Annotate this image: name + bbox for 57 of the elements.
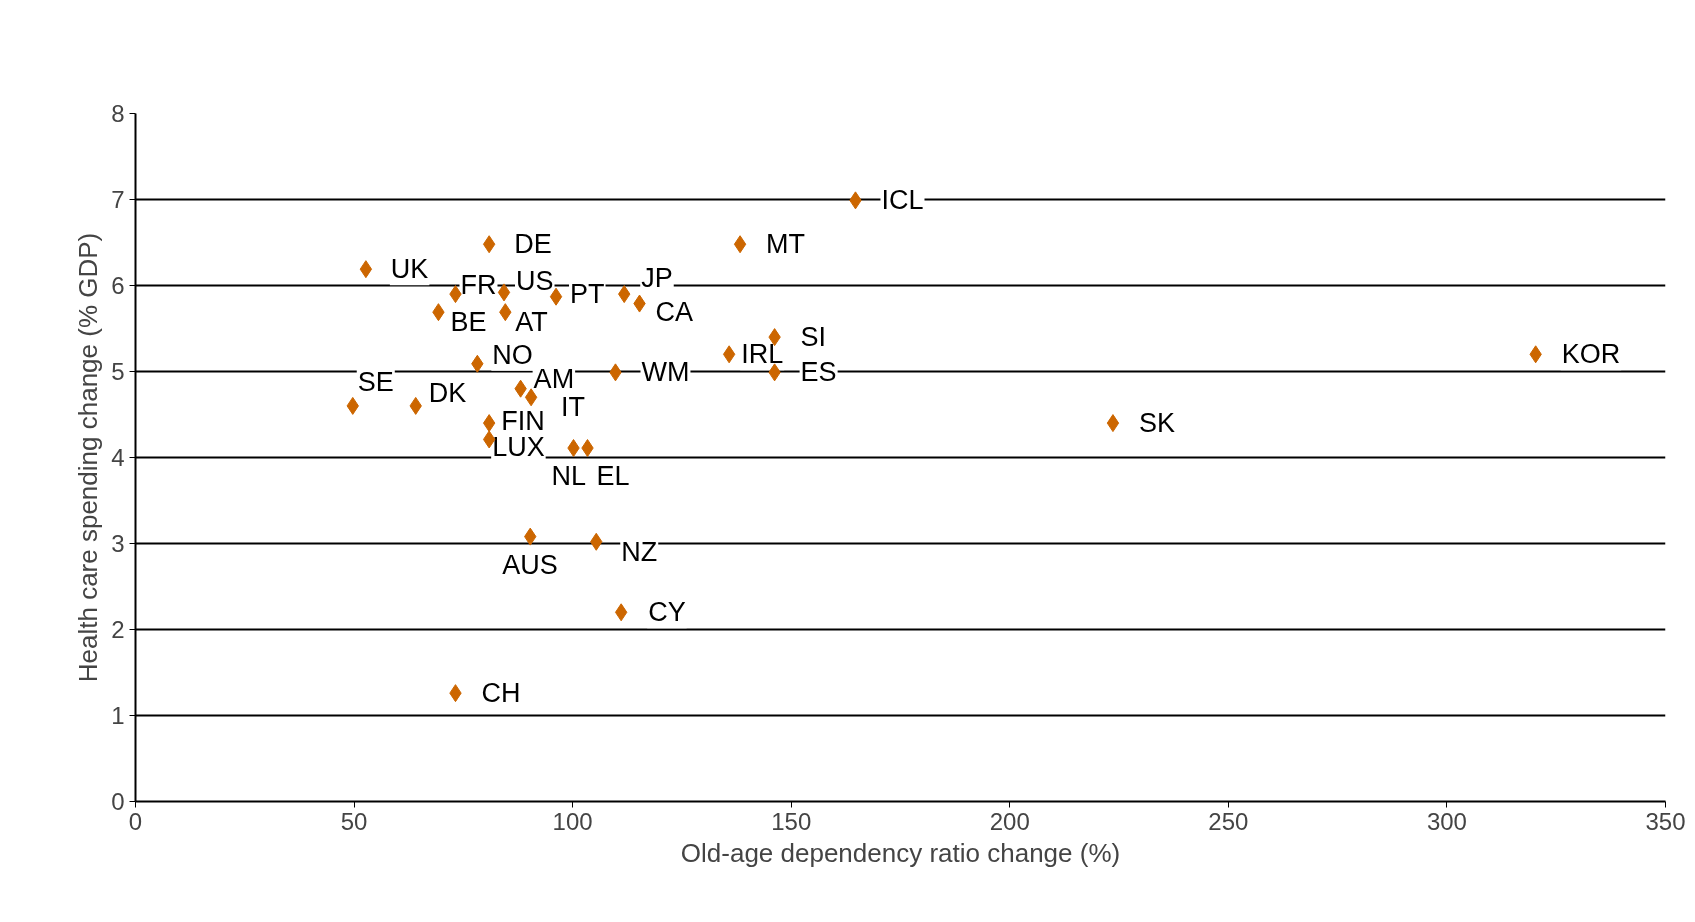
data-label: DE xyxy=(514,229,552,260)
y-tick-label: 1 xyxy=(111,702,125,729)
data-label: EL xyxy=(596,461,630,492)
data-label: LUX xyxy=(492,432,545,463)
y-tick-label: 0 xyxy=(111,788,125,815)
y-tick-label: 7 xyxy=(111,186,125,213)
point xyxy=(524,388,538,407)
data-label: CH xyxy=(481,678,521,709)
data-label: SK xyxy=(1138,408,1175,439)
data-label: SI xyxy=(800,322,827,353)
data-label: NO xyxy=(492,339,533,370)
point xyxy=(733,235,747,254)
data-label: CA xyxy=(655,296,694,327)
data-label: CY xyxy=(648,597,686,628)
x-tick-label: 100 xyxy=(552,807,593,835)
data-label: US xyxy=(516,266,554,297)
point xyxy=(482,430,496,449)
y-tick-label: 2 xyxy=(111,616,125,643)
y-tick-label: 5 xyxy=(111,358,125,385)
point xyxy=(482,414,496,433)
x-tick-label: 350 xyxy=(1645,807,1686,835)
data-label: AT xyxy=(515,307,548,338)
data-label: MT xyxy=(766,229,806,260)
y-tick-label: 6 xyxy=(111,272,125,299)
data-label: BE xyxy=(450,307,487,338)
data-label: JP xyxy=(641,263,673,294)
data-label: KOR xyxy=(1561,339,1621,370)
x-tick-label: 150 xyxy=(771,807,812,835)
y-tick-label: 3 xyxy=(111,530,125,557)
x-tick-label: 0 xyxy=(128,807,143,835)
point xyxy=(1106,414,1120,433)
data-label: WM xyxy=(641,357,690,388)
data-label: UK xyxy=(390,254,429,285)
data-label: ES xyxy=(800,357,837,388)
data-label: PT xyxy=(570,278,605,309)
data-label: AUS xyxy=(502,549,558,580)
data-label: FR xyxy=(460,270,497,301)
data-label: IRL xyxy=(741,339,784,370)
point xyxy=(497,283,511,302)
y-tick-label: 4 xyxy=(111,444,125,471)
point xyxy=(722,345,736,364)
data-label: AM xyxy=(533,363,575,394)
data-label: NL xyxy=(551,461,587,492)
point xyxy=(482,235,496,254)
data-label: DK xyxy=(428,377,467,408)
point xyxy=(359,260,373,279)
data-label: IT xyxy=(561,392,586,423)
x-tick-label: 300 xyxy=(1426,807,1467,835)
x-axis-title: Old-age dependency ratio change (%) xyxy=(680,837,1121,868)
data-label: NZ xyxy=(621,536,658,567)
data-label: ICL xyxy=(881,185,924,216)
y-tick-label: 8 xyxy=(111,100,125,127)
x-tick-label: 200 xyxy=(989,807,1030,835)
x-tick-label: 250 xyxy=(1208,807,1249,835)
y-axis-title: Health care spending change (% GDP) xyxy=(73,232,104,683)
x-tick-label: 50 xyxy=(340,807,368,835)
data-label: SE xyxy=(357,366,394,397)
